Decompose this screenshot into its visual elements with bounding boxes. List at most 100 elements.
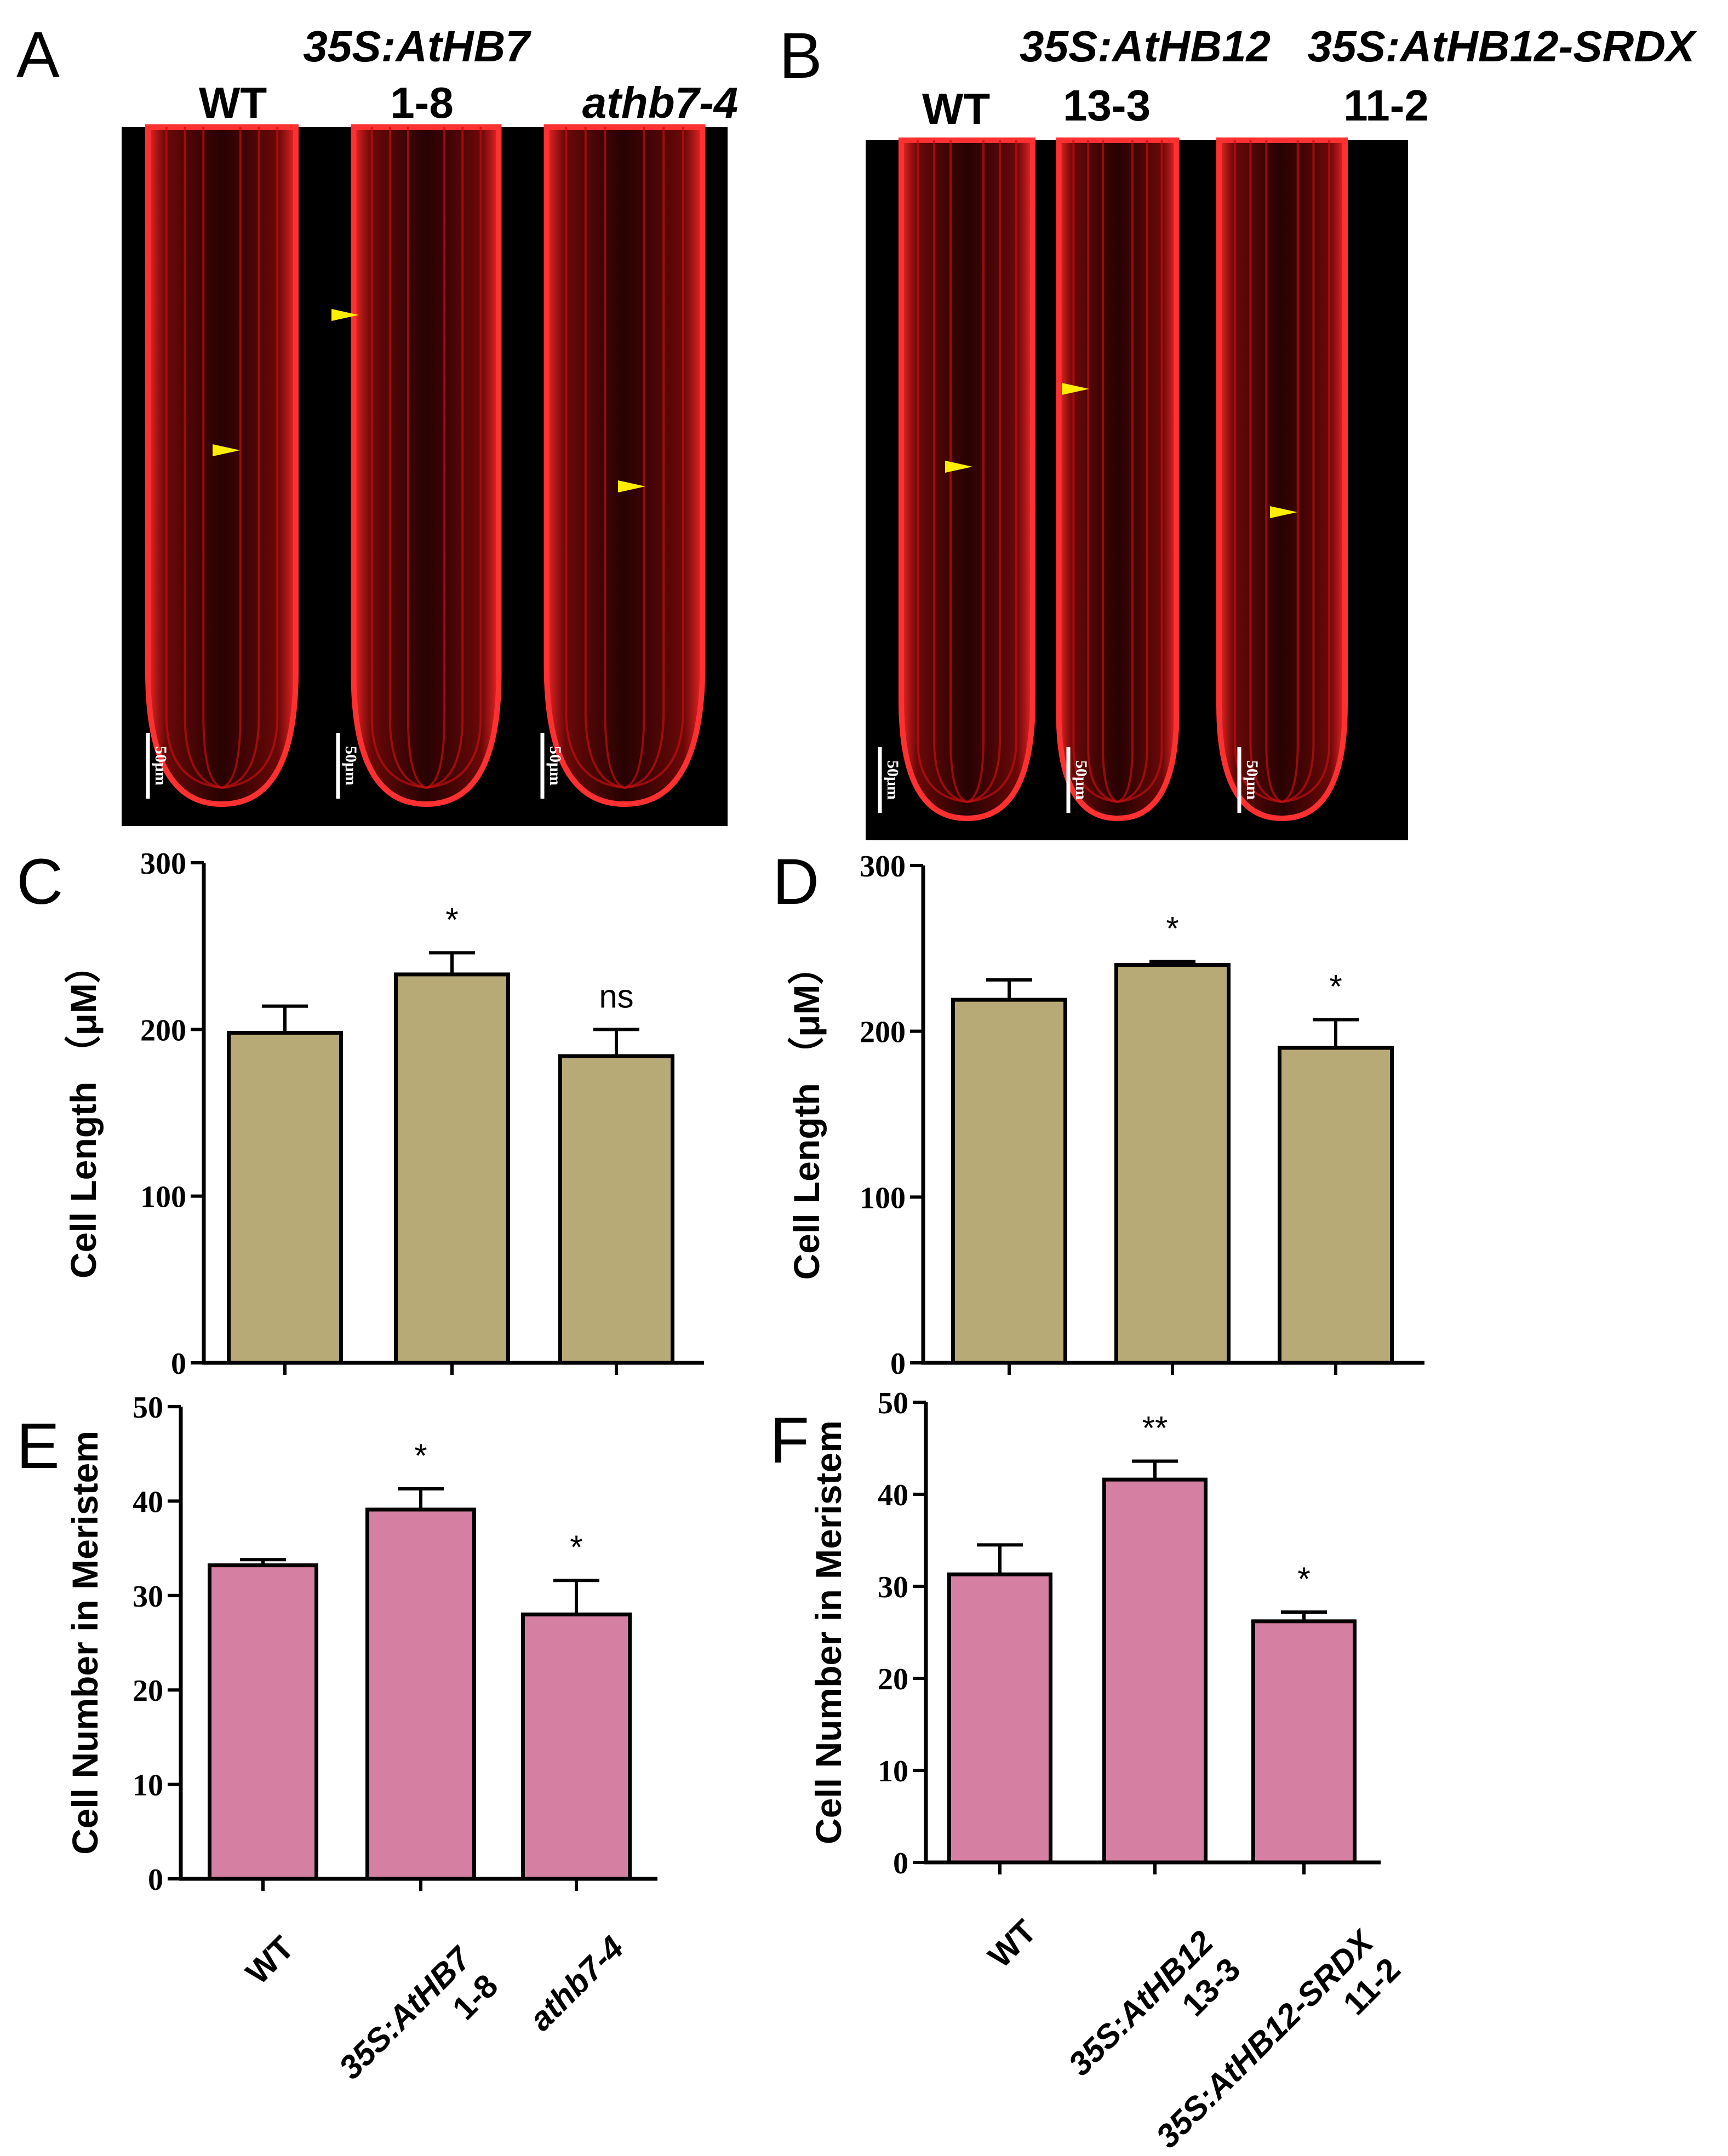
chart-e: E 0 10 20 30 40 50 Cell Number in Meristem * * WT 3… [16,1391,657,2086]
micrograph-a-cell-file [407,127,427,789]
panel-letter-a: A [16,19,60,91]
micrograph-b-cell-file [1117,140,1163,803]
significance-label-3: * [1297,1561,1310,1597]
micrograph-a-cell-file [426,127,464,789]
micrograph-a-cell-file [624,127,665,789]
micrograph-a-root-1 [145,124,299,807]
micrograph-b-scale-label-2: 50μm [1072,760,1090,800]
panel-b-genotype-header-1: 35S:AtHB12 [1020,22,1271,71]
micrograph-a-root-3 [543,124,706,807]
micrograph-b-cell-file [1281,140,1331,803]
bar-3 [558,1054,674,1365]
chart-d: D 0 100 200 300 Cell Length （μM） * * [773,846,1424,1381]
micrograph-b-scale-label-1: 50μm [884,760,902,800]
panel-letter-b: B [779,20,822,92]
root-micrograph-a: 50μm 50μm 50μm [122,124,728,826]
y-tick-label: 50 [878,1386,908,1420]
bar-2 [394,972,510,1365]
y-tick-label: 0 [148,1863,163,1897]
bar-1 [947,1572,1052,1865]
significance-label-3: ns [599,978,633,1014]
micrograph-b-cell-file [1102,140,1118,803]
micrograph-b-cell-file [1117,140,1134,803]
y-tick-label: 50 [133,1391,163,1425]
micrograph-a-scale-label-2: 50μm [342,746,360,785]
y-tick-label: 0 [893,1847,908,1880]
y-tick-label: 40 [878,1478,908,1512]
micrograph-a-cell-file [221,127,242,789]
significance-label-3: * [570,1529,582,1566]
y-tick-label: 10 [878,1754,908,1788]
micrograph-b-arrowhead-1 [945,461,972,473]
panel-letter-e: E [16,1410,60,1482]
y-tick-label: 0 [890,1347,906,1381]
category-label-1: WT [981,1913,1043,1975]
micrograph-b-cell-file [966,140,985,803]
panel-b-label-wt: WT [922,84,991,133]
y-axis-label: Cell Number in Meristem [65,1431,105,1855]
category-label-line: athb7-4 [522,1929,631,2038]
panel-a-genotype-header: 35S:AtHB7 [303,22,531,71]
y-tick-label: 30 [878,1570,908,1604]
panel-b-label-line-1: 13-3 [1063,81,1151,130]
micrograph-b-scale-label-3: 50μm [1243,760,1261,800]
bar-3 [521,1612,632,1881]
significance-label-2: * [445,901,458,938]
bar-2 [365,1507,476,1881]
y-tick-label: 0 [171,1347,186,1381]
significance-label-3: * [1329,968,1342,1005]
panel-b-genotype-header-2: 35S:AtHB12-SRDX [1308,22,1697,71]
micrograph-a-cell-file [165,127,222,789]
y-tick-label: 30 [133,1580,163,1614]
micrograph-b-cell-file [1233,140,1283,803]
micrograph-b-arrowhead-2 [1062,383,1089,395]
micrograph-a-cell-file [221,127,279,789]
micrograph-b-root-2 [1056,137,1180,822]
significance-label-2: * [414,1437,427,1474]
y-tick-label: 20 [878,1662,908,1696]
panel-a-label-line: 1-8 [390,78,454,127]
micrograph-a-cell-file [426,127,446,789]
panel-letter-c: C [16,846,63,918]
micrograph-a-arrowhead-1 [213,444,240,456]
significance-label-2: ** [1142,1410,1168,1447]
micrograph-b-cell-file [1072,140,1118,803]
y-tick-label: 10 [133,1769,163,1803]
y-tick-label: 300 [140,847,186,881]
category-label-line: WT [981,1913,1043,1975]
micrograph-a-cell-file [565,127,625,789]
micrograph-a-cell-file [370,127,427,789]
micrograph-a-cell-file [221,127,260,789]
micrograph-b-root-1 [899,137,1035,822]
panel-a-label-wt: WT [199,78,267,127]
y-axis-label: Cell Length （μM） [786,948,827,1280]
significance-label-2: * [1166,910,1178,947]
micrograph-b-root-3 [1216,137,1348,822]
root-micrograph-b: 50μm 50μm 50μm [866,137,1408,840]
y-tick-label: 40 [133,1485,163,1519]
micrograph-a-arrowhead-2 [331,309,359,321]
micrograph-a-root-2 [351,124,502,807]
bar-1 [951,997,1067,1365]
micrograph-a-cell-file [584,127,625,789]
y-tick-label: 20 [133,1674,163,1708]
bar-1 [227,1030,343,1365]
y-tick-label: 200 [860,1016,906,1050]
micrograph-b-arrowhead-3 [1270,506,1297,518]
bar-2 [1102,1477,1208,1865]
y-tick-label: 100 [140,1180,186,1214]
panel-letter-d: D [773,846,819,918]
micrograph-b-cell-file [917,140,968,803]
micrograph-a-cell-file [604,127,625,789]
bar-3 [1278,1046,1394,1365]
y-axis-label: Cell Length （μM） [63,947,104,1278]
y-tick-label: 300 [860,850,906,884]
panel-b-label-line-2: 11-2 [1343,81,1429,130]
category-label-3: athb7-4 [522,1929,631,2038]
micrograph-b-cell-file [966,140,1017,803]
chart-c: C 0 100 200 300 Cell Length （μM） * ns [16,846,704,1381]
panel-letter-f: F [770,1404,809,1477]
